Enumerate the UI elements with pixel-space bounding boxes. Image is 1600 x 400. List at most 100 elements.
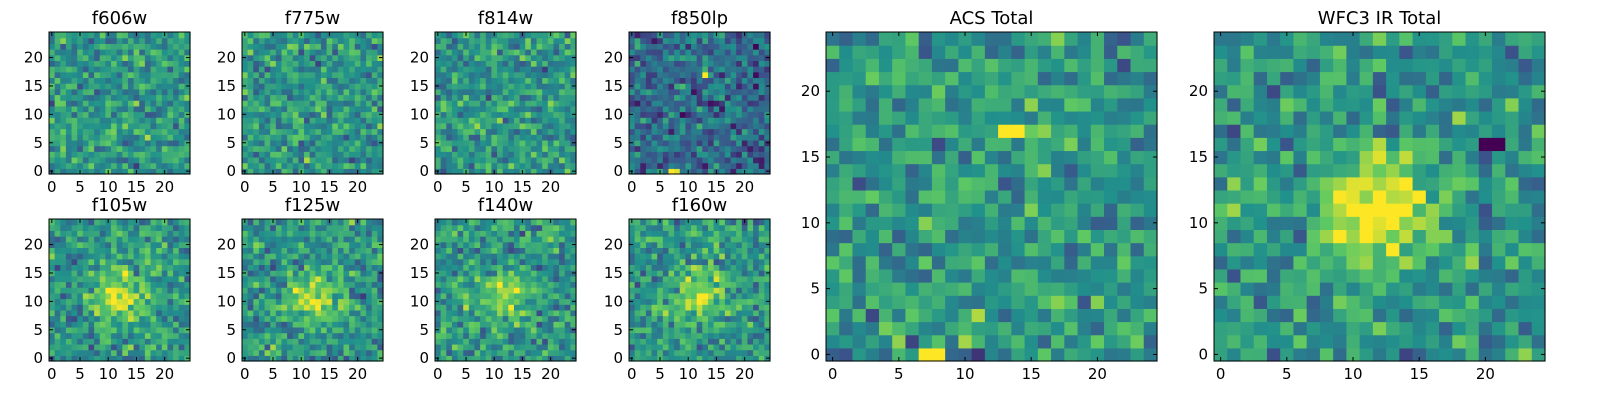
heatmap-cell	[463, 298, 470, 305]
heatmap-cell	[662, 270, 670, 277]
heatmap-cell	[502, 83, 509, 90]
heatmap-cell	[337, 156, 345, 164]
heatmap-cell	[764, 162, 771, 169]
heatmap-cell	[747, 122, 754, 130]
heatmap-cell	[519, 83, 526, 90]
heatmap-cell	[184, 88, 191, 96]
heatmap-cell	[156, 77, 163, 84]
heatmap-cell	[156, 287, 163, 294]
heatmap-cell	[629, 77, 636, 84]
heatmap-cell	[116, 230, 123, 237]
heatmap-cell	[513, 281, 521, 288]
heatmap-cell	[304, 343, 311, 351]
heatmap-cell	[463, 236, 470, 243]
heatmap-cell	[105, 77, 112, 84]
heatmap-cell	[309, 292, 316, 300]
heatmap-cell	[468, 66, 476, 73]
heatmap-cell	[315, 139, 322, 147]
heatmap-cell	[530, 49, 538, 56]
heatmap-cell	[508, 224, 515, 231]
heatmap-cell	[747, 168, 754, 175]
x-tick-label: 0	[240, 178, 250, 196]
heatmap-cell	[315, 304, 322, 311]
heatmap-cell	[343, 145, 350, 152]
heatmap-cell	[71, 224, 78, 231]
heatmap-cell	[88, 54, 95, 61]
heatmap-cell	[513, 332, 521, 339]
heatmap-cell	[468, 100, 476, 107]
heatmap-cell	[525, 168, 532, 175]
heatmap-cell	[530, 71, 538, 79]
heatmap-cell	[696, 88, 703, 96]
heatmap-cell	[127, 139, 135, 147]
heatmap-cell	[491, 321, 498, 328]
heatmap-cell	[542, 122, 549, 130]
heatmap-cell	[65, 151, 73, 158]
heatmap-cell	[713, 332, 720, 339]
heatmap-cell	[724, 315, 732, 322]
heatmap-cell	[264, 145, 271, 152]
heatmap-cell	[747, 111, 754, 118]
heatmap-cell	[696, 145, 703, 152]
heatmap-cell	[253, 247, 260, 254]
heatmap-cell	[685, 111, 692, 118]
heatmap-cell	[49, 49, 56, 56]
heatmap-cell	[491, 349, 498, 356]
heatmap-cell	[508, 304, 515, 311]
heatmap-cell	[116, 134, 123, 141]
heatmap-cell	[513, 253, 521, 260]
heatmap-cell	[332, 151, 339, 158]
heatmap-cell	[99, 60, 106, 67]
heatmap-cell	[127, 343, 135, 351]
x-tick-label: 0	[627, 178, 637, 196]
heatmap-cell	[719, 145, 726, 152]
heatmap-cell	[668, 94, 675, 101]
heatmap-cell	[281, 281, 288, 288]
heatmap-cell	[691, 145, 698, 152]
heatmap-cell	[468, 71, 476, 79]
heatmap-cell	[337, 54, 345, 61]
heatmap-cell	[377, 94, 384, 101]
heatmap-cell	[82, 162, 90, 169]
heatmap-cell	[691, 349, 698, 356]
heatmap-cell	[343, 219, 350, 226]
heatmap-cell	[525, 275, 532, 283]
heatmap-cell	[530, 258, 538, 266]
heatmap-cell	[105, 71, 112, 79]
heatmap-cell	[122, 32, 129, 39]
heatmap-cell	[377, 77, 384, 84]
heatmap-cell	[371, 349, 378, 356]
heatmap-cell	[349, 117, 356, 124]
heatmap-cell	[156, 224, 163, 231]
heatmap-cell	[167, 49, 174, 56]
heatmap-cell	[354, 253, 362, 260]
heatmap-cell	[468, 253, 476, 260]
heatmap-cell	[480, 54, 487, 61]
heatmap-cell	[264, 66, 271, 73]
heatmap-cell	[564, 77, 571, 84]
x-tick-label: 15	[707, 178, 726, 196]
heatmap-cell	[253, 309, 260, 317]
heatmap-cell	[736, 315, 743, 322]
heatmap-cell	[662, 338, 670, 345]
heatmap-cell	[320, 88, 328, 96]
heatmap-cell	[71, 94, 78, 101]
heatmap-cell	[82, 326, 90, 334]
heatmap-cell	[553, 49, 560, 56]
heatmap-cell	[49, 77, 56, 84]
heatmap-cell	[468, 315, 476, 322]
heatmap-cell	[640, 77, 647, 84]
heatmap-cell	[491, 66, 498, 73]
heatmap-cell	[156, 338, 163, 345]
heatmap-cell	[167, 66, 174, 73]
heatmap-cell	[758, 332, 765, 339]
heatmap-cell	[668, 83, 675, 90]
heatmap-cell	[258, 94, 266, 101]
heatmap-cell	[440, 315, 447, 322]
heatmap-cell	[150, 37, 157, 44]
heatmap-cell	[474, 139, 481, 147]
heatmap-cell	[679, 298, 686, 305]
heatmap-cell	[326, 134, 333, 141]
heatmap-cell	[485, 298, 492, 305]
heatmap-cell	[161, 145, 169, 152]
